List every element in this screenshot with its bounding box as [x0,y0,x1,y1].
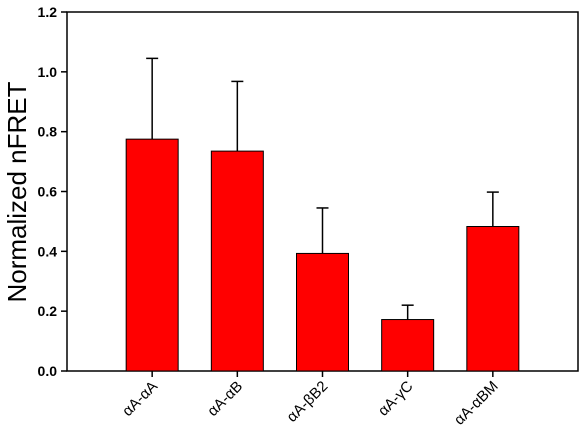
bar [466,226,520,372]
y-axis-title: Normalized nFRET [2,81,32,302]
bar [381,319,435,372]
y-tick-label: 0.2 [38,303,58,319]
x-tick-label: αA-γC [375,378,417,420]
y-tick-label: 0.4 [38,243,58,259]
y-tick-label: 0.0 [38,363,58,379]
y-tick-label: 0.8 [38,124,58,140]
bars-group [125,138,520,372]
bar [125,138,179,372]
x-tick-label: αA-αA [119,378,161,420]
x-tick-label: αA-αBM [451,378,502,429]
x-tick-label: αA-βB2 [283,378,331,426]
y-tick-label: 1.0 [38,64,58,80]
y-tick-label: 0.6 [38,184,58,200]
y-tick-label: 1.2 [38,4,58,20]
error-bars-group [146,57,499,320]
bar [296,252,349,372]
bar [210,150,264,372]
x-tick-label: αA-αB [204,378,246,420]
